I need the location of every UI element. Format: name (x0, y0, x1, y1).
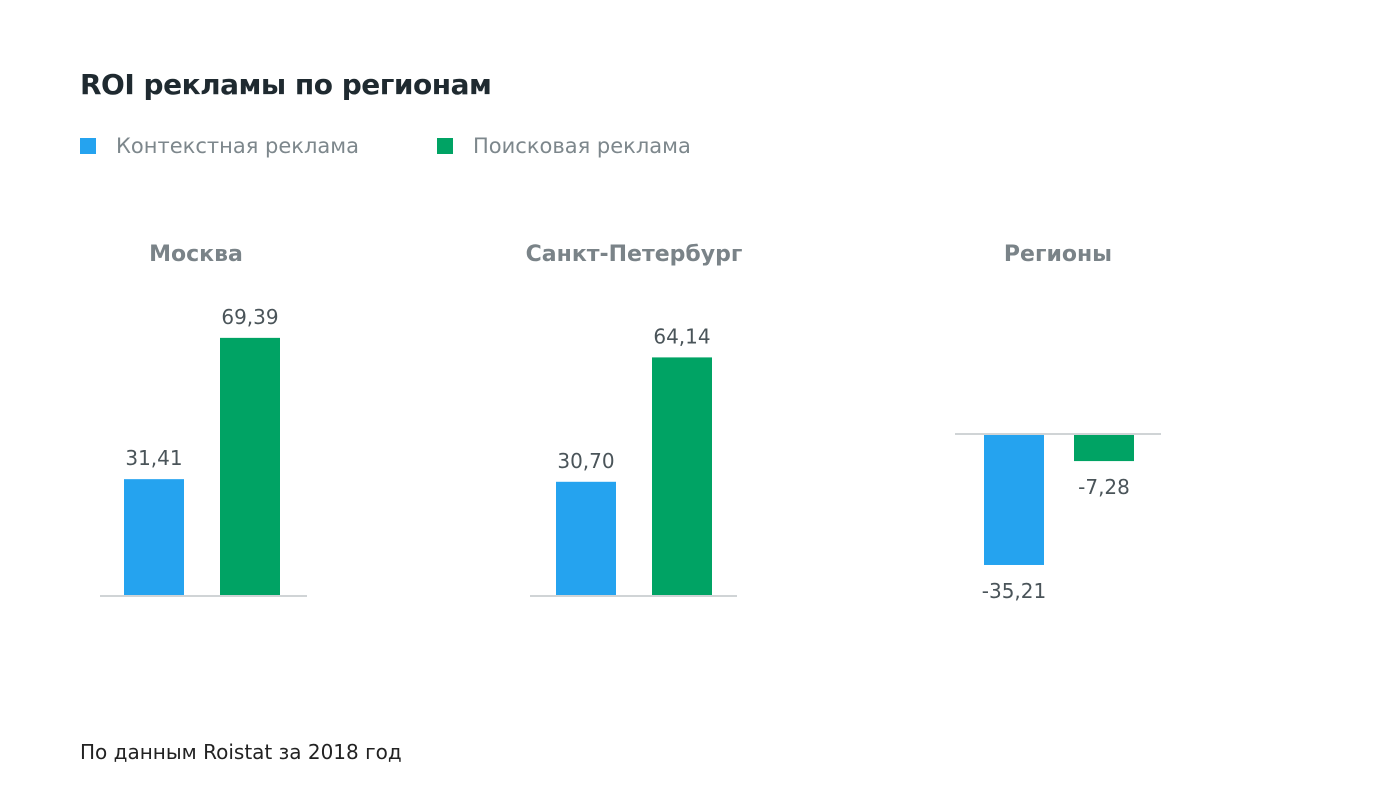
legend-swatch-search (437, 138, 453, 154)
bar-context (984, 434, 1044, 565)
bar-search (220, 337, 280, 596)
category-title: Санкт-Петербург (526, 242, 743, 267)
legend-item-context: Контекстная реклама (80, 134, 359, 158)
value-label: 64,14 (653, 324, 710, 348)
category-title: Регионы (1004, 242, 1112, 267)
legend-label-search: Поисковая реклама (473, 134, 691, 158)
chart-title: ROI рекламы по регионам (80, 68, 492, 101)
source-note: По данным Roistat за 2018 год (80, 740, 402, 764)
bar-search (652, 357, 712, 596)
bar-context (556, 481, 616, 596)
legend-item-search: Поисковая реклама (437, 134, 691, 158)
legend-label-context: Контекстная реклама (116, 134, 359, 158)
value-label: -35,21 (982, 579, 1046, 603)
value-label: 31,41 (125, 446, 182, 470)
value-label: 30,70 (557, 449, 614, 473)
value-label: 69,39 (221, 305, 278, 329)
legend-swatch-context (80, 138, 96, 154)
bar-search (1074, 434, 1134, 462)
category-title: Москва (149, 242, 243, 267)
value-label: -7,28 (1078, 475, 1130, 499)
bar-context (124, 479, 184, 596)
